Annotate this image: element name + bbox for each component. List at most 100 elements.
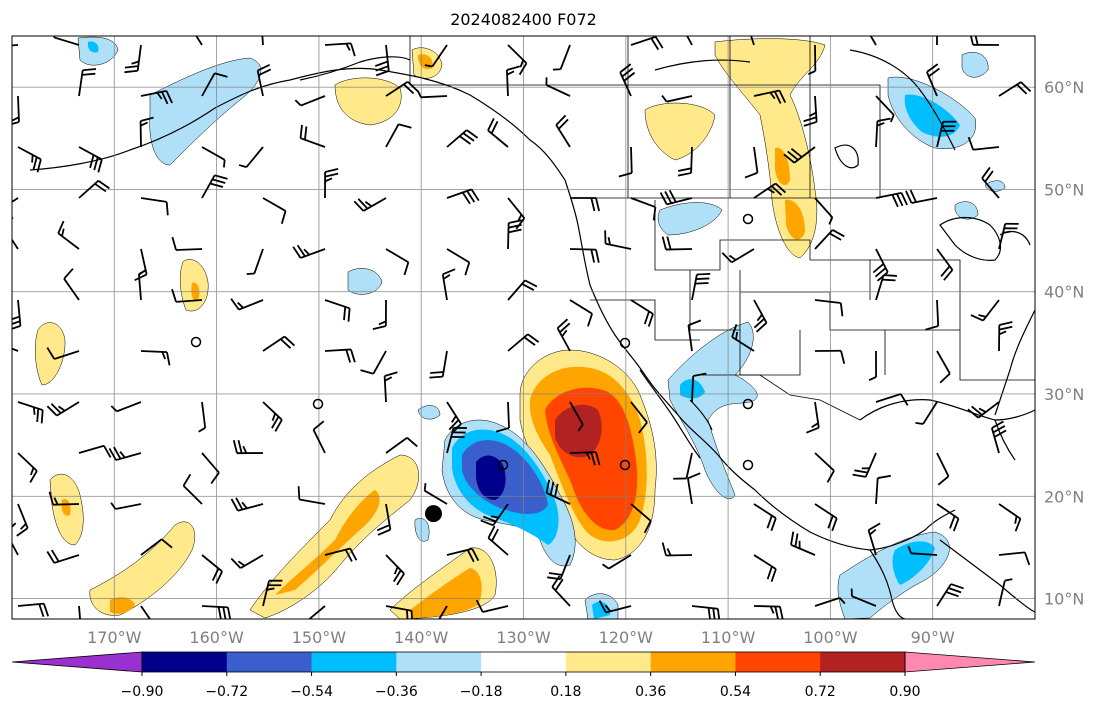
wind-barb (78, 444, 112, 458)
wind-barb (630, 299, 654, 327)
wind-barb (753, 182, 787, 199)
wind-barb (602, 554, 632, 570)
wind-barb (869, 36, 877, 46)
wind-barb (915, 401, 938, 425)
wind-barb (753, 554, 777, 582)
calm-wind-circle (190, 336, 202, 348)
wind-barb (63, 268, 80, 301)
wind-barb (140, 350, 171, 366)
wind-barb (48, 491, 80, 506)
wind-barb (807, 44, 817, 76)
wind-barb (753, 299, 768, 333)
wind-barb (569, 248, 600, 263)
wind-barb (108, 446, 142, 461)
wind-barb (970, 299, 1000, 322)
wind-barb (783, 146, 816, 164)
colorbar-tick-label: 0.18 (550, 684, 581, 700)
wind-barb (195, 36, 203, 46)
wind-barb (261, 36, 264, 46)
wind-barb (673, 452, 693, 480)
wind-barb (17, 602, 50, 618)
colorbar-tick-label: −0.36 (375, 684, 418, 700)
wind-barb (569, 197, 600, 212)
wind-barb (555, 114, 571, 148)
wind-barb (201, 174, 228, 199)
wind-barb (545, 77, 571, 97)
wind-barb (46, 347, 80, 360)
lat-tick-label: 40°N (1044, 283, 1084, 302)
calm-wind-circle (742, 213, 754, 225)
wind-barb (505, 65, 520, 97)
wind-barb (383, 371, 398, 403)
wind-barb (630, 401, 648, 434)
wind-barb (446, 426, 467, 454)
lat-tick-label: 30°N (1044, 385, 1084, 404)
wind-barb (294, 95, 326, 107)
wind-barb (312, 420, 326, 454)
wind-barb (53, 36, 80, 46)
wind-barb (385, 248, 410, 276)
wind-barb (507, 333, 540, 352)
wind-barb (814, 229, 845, 250)
lat-tick-label: 20°N (1044, 487, 1084, 506)
wind-barb (875, 393, 909, 406)
wind-barb (429, 350, 448, 379)
colorbar: −0.90 −0.72 −0.54 −0.36 −0.18 0.18 0.36 0.54 0.7… (11, 651, 1036, 700)
wind-barb (12, 299, 22, 330)
calm-wind-circle (619, 337, 631, 349)
wind-barb (232, 439, 264, 455)
map-area (12, 36, 1035, 619)
wind-barb (376, 503, 392, 536)
wind-barb (171, 236, 203, 251)
wind-barb (230, 298, 264, 311)
wind-barb (556, 318, 571, 352)
wind-barb (372, 299, 387, 330)
wind-barb (374, 44, 390, 77)
wind-barb (475, 599, 509, 613)
wind-barb (998, 578, 1013, 607)
wind-barb (182, 473, 203, 505)
wind-barb (12, 216, 19, 250)
wind-barb (12, 197, 19, 203)
wind-barb (990, 420, 1007, 454)
wind-barb (875, 191, 908, 208)
wind-barb (677, 146, 693, 177)
wind-barb (875, 117, 891, 148)
wind-barb (721, 248, 755, 264)
storm-center-marker (424, 505, 442, 523)
wind-barb (46, 401, 80, 417)
colorbar-segment (565, 652, 652, 672)
wind-barb (907, 545, 938, 556)
wind-barb (385, 80, 419, 97)
wind-barb (17, 452, 38, 483)
lat-tick-label: 60°N (1044, 78, 1084, 97)
wind-barb (552, 44, 571, 71)
wind-barb (423, 482, 448, 505)
wind-barb (790, 531, 816, 556)
wind-barb (661, 236, 693, 251)
wind-barb (753, 605, 784, 619)
wind-barb (569, 299, 593, 327)
wind-barbs (12, 36, 1032, 619)
wind-barb (78, 179, 110, 199)
wind-barb (875, 474, 892, 505)
wind-barb (507, 279, 538, 301)
lon-tick-label: 140°W (394, 628, 449, 647)
wind-barb (353, 197, 387, 212)
wind-barb (441, 268, 456, 301)
wind-barb (201, 554, 223, 584)
wind-barb (78, 146, 103, 173)
wind-barb (324, 547, 358, 562)
map-frame (11, 35, 1036, 620)
wind-barb (262, 401, 283, 432)
wind-barb (661, 542, 693, 557)
colorbar-tick-label: 0.54 (720, 684, 751, 700)
colorbar-tick-label: 0.90 (889, 684, 920, 700)
wind-barb (438, 605, 448, 619)
anomaly-fill (34, 36, 1006, 619)
wind-barb (998, 321, 1013, 352)
wind-barb (551, 575, 571, 607)
wind-barb (998, 222, 1019, 250)
wind-barb (967, 136, 1000, 151)
lon-tick-label: 120°W (599, 628, 654, 647)
